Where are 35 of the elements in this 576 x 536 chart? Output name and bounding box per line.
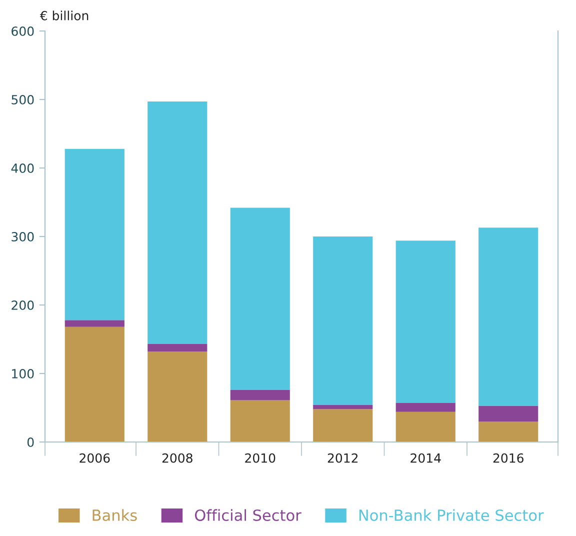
y-tick-label: 100 xyxy=(12,368,34,378)
bar xyxy=(478,406,538,422)
bar xyxy=(313,405,373,410)
y-tick-label: 200 xyxy=(12,300,34,310)
x-tick-label: 2010 xyxy=(245,453,276,463)
x-tick-label: 2012 xyxy=(328,453,358,463)
x-tick-label: 2014 xyxy=(410,453,441,463)
bar xyxy=(148,344,208,352)
bar xyxy=(230,390,290,400)
bar xyxy=(396,402,456,412)
bar xyxy=(64,320,124,327)
y-tick-label: 400 xyxy=(11,163,34,173)
x-tick-label: 2008 xyxy=(162,453,192,463)
y-tick-label: 500 xyxy=(12,94,34,104)
bar xyxy=(230,400,290,442)
x-tick-label: 2006 xyxy=(80,453,110,463)
bar xyxy=(64,326,124,442)
bar xyxy=(478,228,538,406)
bar xyxy=(64,148,124,320)
bar xyxy=(478,421,538,442)
bar xyxy=(396,412,456,442)
x-tick-label: 2016 xyxy=(493,453,524,463)
legend-label: Non-Bank Private Sector xyxy=(359,509,544,522)
y-tick-label: 600 xyxy=(12,26,34,36)
bar xyxy=(148,102,208,344)
y-axis-title: € billion xyxy=(40,10,88,20)
bar xyxy=(230,208,290,390)
bar xyxy=(313,409,373,442)
legend-label: Banks xyxy=(92,509,137,522)
bar xyxy=(148,352,208,442)
bar xyxy=(313,236,373,406)
y-tick-label: 0 xyxy=(27,437,34,447)
bar xyxy=(396,240,456,403)
y-tick-label: 300 xyxy=(12,232,34,242)
legend-label: Official Sector xyxy=(194,509,302,522)
